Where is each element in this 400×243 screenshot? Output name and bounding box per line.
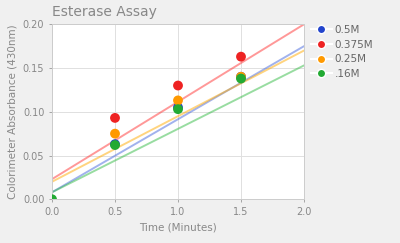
Point bbox=[112, 143, 118, 147]
Point bbox=[175, 107, 181, 111]
Point bbox=[238, 55, 244, 59]
Y-axis label: Colorimeter Absorbance (430nm): Colorimeter Absorbance (430nm) bbox=[7, 25, 17, 199]
Point bbox=[112, 116, 118, 120]
Point bbox=[49, 197, 55, 201]
X-axis label: Time (Minutes): Time (Minutes) bbox=[139, 222, 217, 233]
Legend: 0.5M, 0.375M, 0.25M, .16M: 0.5M, 0.375M, 0.25M, .16M bbox=[306, 21, 378, 83]
Point bbox=[238, 75, 244, 79]
Point bbox=[112, 142, 118, 146]
Point bbox=[238, 77, 244, 80]
Point bbox=[175, 105, 181, 109]
Text: Esterase Assay: Esterase Assay bbox=[52, 5, 157, 19]
Point bbox=[238, 75, 244, 79]
Point bbox=[112, 132, 118, 136]
Point bbox=[175, 84, 181, 87]
Point bbox=[175, 98, 181, 102]
